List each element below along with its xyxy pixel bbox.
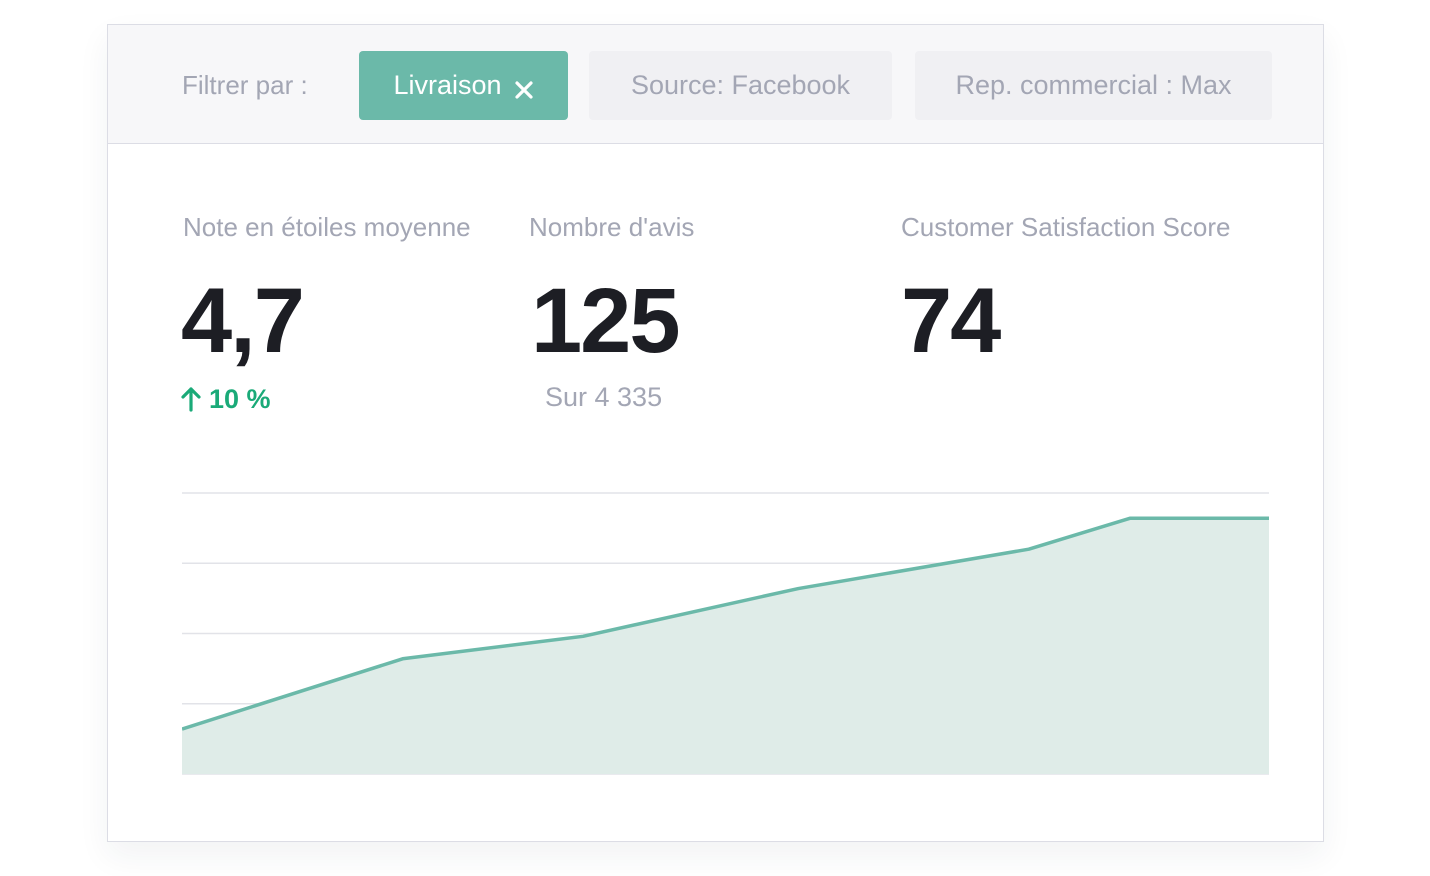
rating-trend: 10 % (181, 383, 271, 415)
reviews-total: Sur 4 335 (545, 382, 663, 412)
filter-chip-label: Rep. commercial : Max (955, 70, 1232, 100)
arrow-up-icon (181, 386, 201, 412)
filter-chip-livraison[interactable]: Livraison (359, 51, 568, 120)
reviews-count-label: Nombre d'avis (529, 212, 695, 242)
rating-trend-value: 10 % (209, 384, 271, 414)
filter-chip-source[interactable]: Source: Facebook (589, 51, 892, 120)
filter-label: Filtrer par : (182, 70, 308, 100)
csat-label: Customer Satisfaction Score (901, 212, 1231, 242)
filter-bar: Filtrer par : Livraison Source: Facebook… (108, 25, 1323, 144)
chart-area-fill (182, 518, 1269, 774)
csat-value: 74 (901, 270, 1001, 372)
filter-chip-label: Source: Facebook (630, 70, 851, 100)
filter-chip-rep[interactable]: Rep. commercial : Max (915, 51, 1272, 120)
close-icon[interactable] (514, 76, 534, 99)
filter-chip-label: Livraison (393, 70, 502, 100)
satisfaction-area-chart (182, 492, 1269, 775)
reviews-count-value: 125 (531, 270, 680, 372)
rating-label: Note en étoiles moyenne (183, 212, 471, 242)
rating-value: 4,7 (181, 270, 305, 372)
reviews-dashboard-card: Filtrer par : Livraison Source: Facebook… (107, 24, 1324, 842)
chart-series-line (182, 516, 1269, 731)
